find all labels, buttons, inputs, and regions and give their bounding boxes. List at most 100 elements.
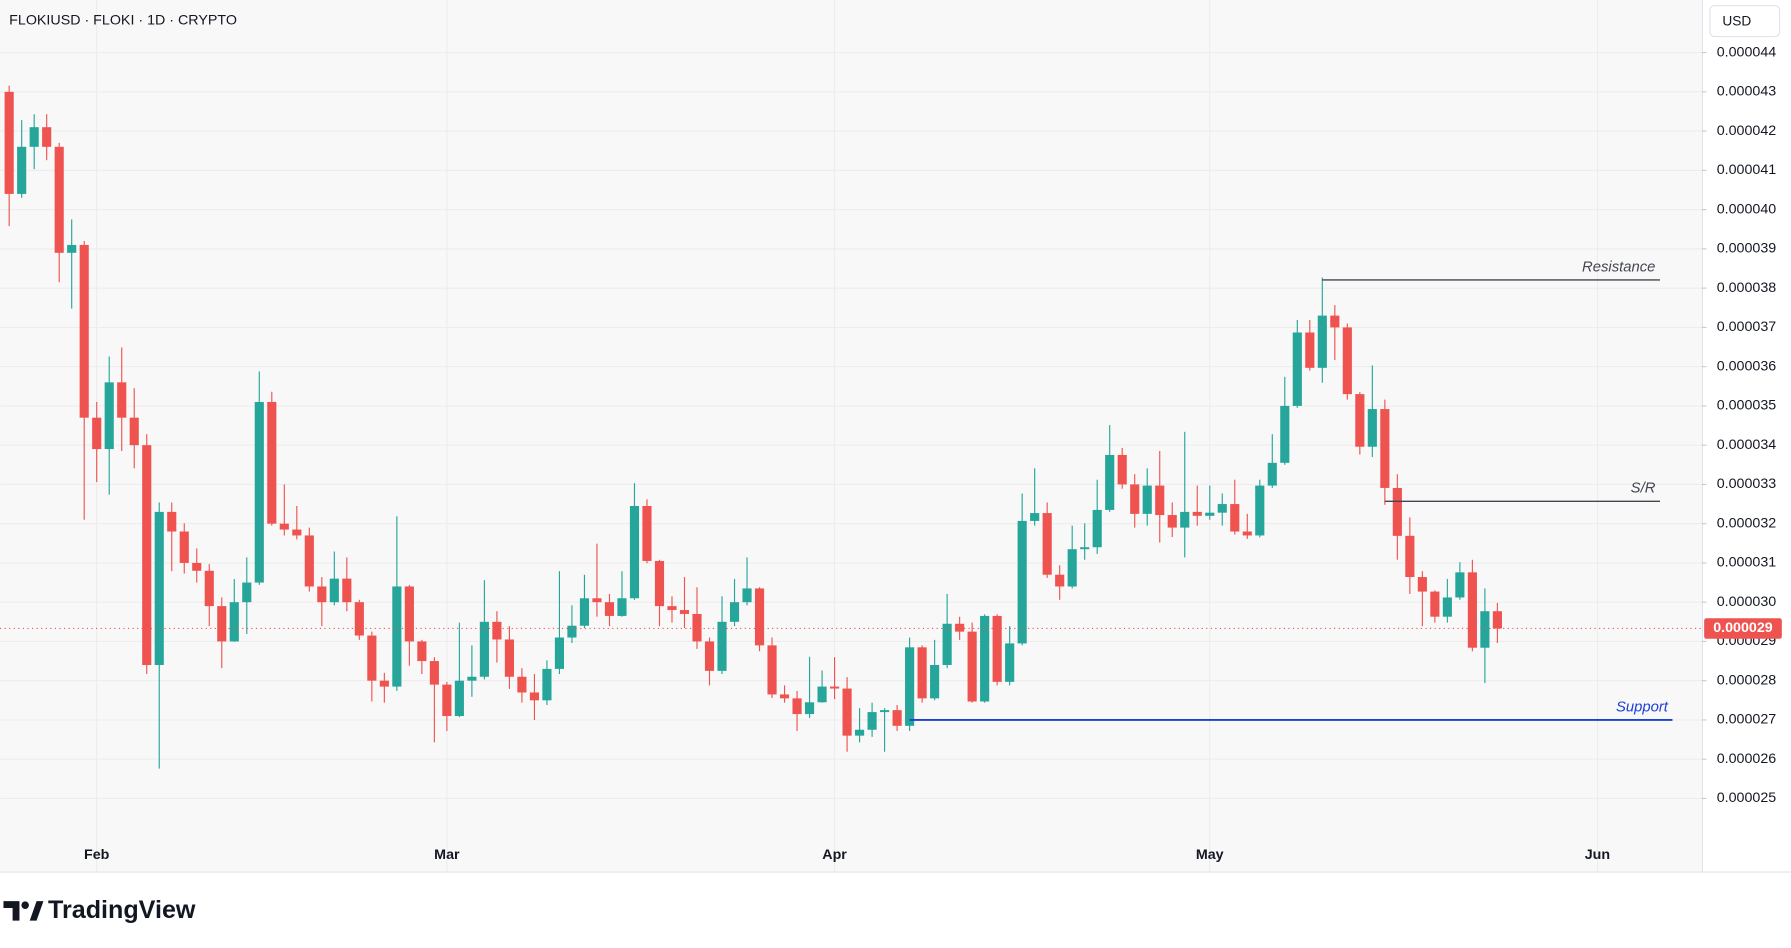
candle-body: [292, 529, 302, 536]
candle-body: [142, 445, 152, 665]
candle-body: [905, 647, 915, 726]
candle-body: [1455, 572, 1465, 598]
candle-body: [267, 401, 277, 524]
candle-body: [642, 506, 652, 561]
candle-body: [154, 511, 164, 665]
candle-body: [1305, 332, 1315, 368]
logo-shape: [3, 901, 20, 921]
chart-title: FLOKIUSD · FLOKI · 1D · CRYPTO: [9, 12, 237, 28]
y-tick-label: 0.000042: [1717, 123, 1777, 139]
candle-body: [1142, 485, 1152, 514]
y-tick-label: 0.000044: [1717, 44, 1777, 60]
candle-body: [1442, 597, 1452, 617]
candle-body: [29, 127, 39, 147]
candle-body: [1067, 549, 1077, 587]
candle-body: [367, 635, 377, 681]
candle-body: [229, 602, 239, 642]
candle-body: [1105, 454, 1115, 510]
candle-body: [17, 146, 27, 194]
y-tick-label: 0.000041: [1717, 162, 1777, 178]
x-tick-label: Jun: [1585, 847, 1610, 863]
candle-body: [679, 610, 690, 614]
candle-body: [992, 615, 1002, 682]
candle-body: [942, 623, 952, 665]
candle-body: [1030, 513, 1040, 521]
candle-body: [442, 684, 452, 717]
candle-body: [467, 676, 477, 681]
candle-body: [1217, 504, 1227, 513]
candle-body: [880, 710, 890, 713]
candle-body: [1167, 515, 1177, 528]
candle-body: [917, 647, 927, 699]
candle-body: [1280, 405, 1290, 463]
candle-body: [1255, 485, 1265, 536]
candle-body: [842, 688, 852, 736]
y-tick-label: 0.000035: [1717, 398, 1777, 414]
candle-body: [54, 146, 64, 253]
candle-body: [817, 686, 827, 703]
candle-body: [717, 621, 727, 671]
candle-body: [1467, 572, 1477, 648]
candle-body: [1417, 577, 1427, 592]
currency-box[interactable]: [1709, 5, 1781, 38]
x-tick-label: Apr: [822, 847, 847, 863]
candle-body: [542, 668, 552, 701]
candle-body: [1017, 520, 1027, 644]
candle-body: [504, 639, 514, 677]
candle-body: [1180, 511, 1190, 528]
candle-body: [604, 602, 615, 616]
candle-body: [492, 621, 502, 640]
candle-body: [792, 698, 802, 715]
logo-dot: [21, 901, 29, 909]
candle-body: [554, 637, 565, 669]
candle-body: [1230, 504, 1240, 532]
candle-body: [92, 417, 102, 450]
candle-body: [429, 661, 439, 685]
candle-body: [1267, 462, 1277, 486]
y-tick-label: 0.000033: [1717, 476, 1777, 492]
y-tick-label: 0.000037: [1717, 319, 1777, 335]
candle-body: [304, 535, 314, 587]
candle-body: [454, 680, 464, 717]
candle-body: [1292, 332, 1302, 406]
y-tick-label: 0.000034: [1717, 437, 1777, 453]
candle-body: [1205, 512, 1215, 516]
candle-body: [704, 641, 715, 671]
candle-body: [667, 606, 677, 611]
candle-body: [830, 686, 840, 689]
candle-body: [1355, 394, 1365, 447]
x-tick-label: Mar: [434, 847, 460, 863]
candle-body: [567, 625, 577, 638]
candle-body: [967, 631, 977, 702]
candle-body: [1042, 513, 1052, 575]
candle-body: [1330, 315, 1340, 328]
candle-body: [1317, 315, 1327, 368]
candle-body: [579, 598, 590, 626]
currency-label[interactable]: USD: [1722, 13, 1751, 28]
candle-body: [417, 641, 427, 662]
candle-body: [754, 588, 765, 646]
y-tick-label: 0.000036: [1717, 358, 1777, 374]
y-tick-label: 0.000039: [1717, 241, 1777, 257]
candle-body: [1005, 643, 1015, 682]
last-price-tag: [1704, 618, 1782, 639]
candle-body: [1367, 409, 1377, 447]
candle-body: [1155, 485, 1165, 516]
candle-body: [1492, 611, 1502, 629]
candle-body: [4, 91, 14, 194]
candle-body: [479, 621, 489, 677]
candle-body: [179, 531, 189, 563]
candle-body: [317, 586, 327, 603]
candle-body: [1055, 574, 1065, 587]
y-tick-label: 0.000038: [1717, 280, 1777, 296]
annotation-label: Support: [1616, 699, 1669, 715]
candle-body: [767, 645, 777, 695]
logo-shape: [29, 901, 44, 921]
annotation-label: Resistance: [1582, 259, 1655, 275]
y-tick-label: 0.000026: [1717, 751, 1777, 767]
candle-body: [855, 729, 865, 736]
candle-body: [1080, 547, 1090, 550]
candle-body: [1192, 511, 1202, 516]
y-tick-label: 0.000027: [1717, 712, 1777, 728]
